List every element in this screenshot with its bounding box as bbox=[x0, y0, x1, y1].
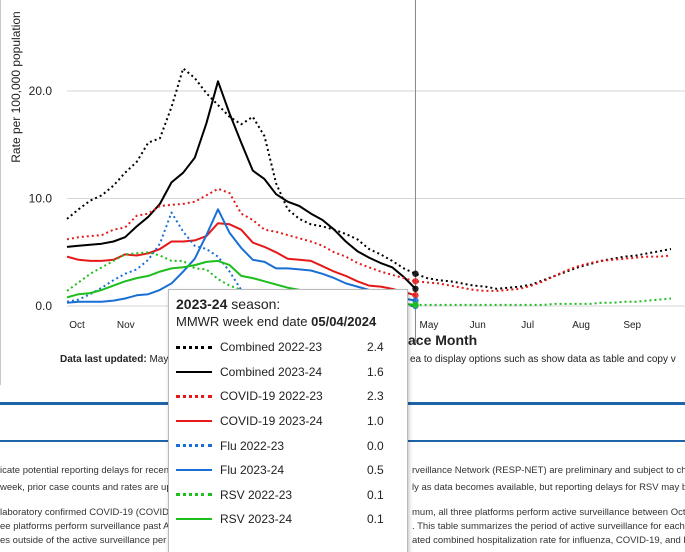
note-line-2-right: ly as data becomes available, but report… bbox=[412, 482, 685, 493]
y-axis-ticks: 0.0 10.0 20.0 bbox=[29, 84, 53, 313]
chart-options-hint: ea to display options such as show data … bbox=[410, 354, 676, 365]
series-line-rsv-2022-23 bbox=[66, 251, 672, 306]
tooltip-season-suffix: season: bbox=[231, 296, 281, 312]
note-line-5-right: ated combined hospitalization rate for i… bbox=[412, 535, 685, 546]
tooltip-series-name: RSV 2022-23 bbox=[220, 487, 293, 502]
gridlines bbox=[67, 90, 685, 307]
note-line-4-right: . This table summarizes the period of ac… bbox=[412, 521, 685, 532]
legend-swatch bbox=[176, 469, 212, 472]
tooltip-series-name: Flu 2023-24 bbox=[220, 463, 285, 478]
series-lines bbox=[66, 67, 672, 307]
last-updated-value: May bbox=[149, 354, 169, 365]
x-tick-label: Jul bbox=[521, 320, 534, 331]
legend-swatch bbox=[176, 444, 212, 448]
series-line-covid-19-2023-24 bbox=[66, 222, 416, 297]
note-line-3-left: laboratory confirmed COVID-19 (COVID bbox=[0, 507, 169, 518]
series-line-combined-2022-23 bbox=[66, 67, 672, 290]
hover-marker-combined-2023-24 bbox=[412, 285, 419, 292]
tooltip-series-value: 2.3 bbox=[367, 389, 384, 404]
tooltip-series-name: COVID-19 2022-23 bbox=[220, 389, 323, 404]
hover-marker-combined-2022-23 bbox=[412, 270, 419, 277]
tooltip-series-name: Flu 2022-23 bbox=[220, 438, 285, 453]
note-line-1-left: icate potential reporting delays for rec… bbox=[0, 465, 169, 476]
x-tick-label: Nov bbox=[117, 320, 135, 331]
tooltip-series-value: 0.1 bbox=[367, 487, 384, 502]
y-tick-label: 10.0 bbox=[29, 192, 53, 206]
note-line-4-left: ee platforms perform surveillance past A… bbox=[0, 521, 175, 532]
note-line-1-right: rveillance Network (RESP-NET) are prelim… bbox=[412, 465, 685, 476]
tooltip-row: Flu 2023-24 0.5 bbox=[176, 458, 399, 483]
series-line-combined-2023-24 bbox=[66, 80, 417, 290]
y-axis-label: Rate per 100,000 population bbox=[9, 11, 23, 163]
tooltip-row: COVID-19 2022-23 2.3 bbox=[176, 384, 399, 409]
x-tick-label: Oct bbox=[69, 320, 85, 331]
hover-marker-covid-19-2023-24 bbox=[412, 292, 419, 299]
legend-swatch bbox=[176, 493, 212, 497]
tooltip-series-name: Combined 2023-24 bbox=[220, 364, 323, 379]
tooltip-season: 2023-24 season: bbox=[176, 296, 399, 312]
tooltip-series-value: 0.1 bbox=[367, 512, 384, 527]
note-line-3-right: mum, all three platforms perform active … bbox=[412, 507, 685, 518]
tooltip-row: RSV 2022-23 0.1 bbox=[176, 483, 399, 508]
tooltip-season-value: 2023-24 bbox=[176, 296, 228, 312]
tooltip-row: COVID-19 2023-24 1.0 bbox=[176, 409, 399, 434]
x-tick-label: Jun bbox=[470, 320, 486, 331]
legend-swatch bbox=[176, 345, 212, 349]
series-line-covid-19-2022-23 bbox=[66, 187, 672, 292]
x-axis-title: ace Month bbox=[408, 332, 478, 348]
tooltip-series-value: 0.5 bbox=[367, 463, 384, 478]
y-tick-label: 20.0 bbox=[29, 84, 53, 98]
hover-markers bbox=[412, 270, 419, 310]
hover-marker-covid-19-2022-23 bbox=[412, 278, 419, 285]
tooltip-series-value: 2.4 bbox=[367, 340, 384, 355]
tooltip-rows: Combined 2022-23 2.4 Combined 2023-24 1.6 CO… bbox=[176, 335, 399, 532]
x-tick-label: Aug bbox=[572, 320, 590, 331]
last-updated-label: Data last updated: bbox=[60, 354, 147, 365]
tooltip-series-name: RSV 2023-24 bbox=[220, 512, 293, 527]
tooltip-series-value: 1.0 bbox=[367, 414, 384, 429]
tooltip-row: Combined 2023-24 1.6 bbox=[176, 360, 399, 385]
note-line-5-left: es outside of the active surveillance pe… bbox=[0, 535, 167, 546]
tooltip-row: Flu 2022-23 0.0 bbox=[176, 433, 399, 458]
x-tick-label: May bbox=[419, 320, 438, 331]
tooltip-series-name: Combined 2022-23 bbox=[220, 340, 323, 355]
legend-swatch bbox=[176, 370, 212, 373]
tooltip-series-value: 0.0 bbox=[367, 438, 384, 453]
tooltip-week-date: 05/04/2024 bbox=[311, 314, 377, 329]
legend-swatch bbox=[176, 420, 212, 423]
hover-marker-rsv-2023-24 bbox=[412, 301, 419, 309]
x-tick-label: Sep bbox=[623, 320, 641, 331]
chart-tooltip: 2023-24 season: MMWR week end date 05/04… bbox=[168, 289, 408, 552]
tooltip-series-value: 1.6 bbox=[367, 364, 384, 379]
legend-swatch bbox=[176, 394, 212, 398]
tooltip-series-name: COVID-19 2023-24 bbox=[220, 414, 323, 429]
y-tick-label: 0.0 bbox=[35, 299, 52, 313]
tooltip-row: RSV 2023-24 0.1 bbox=[176, 507, 399, 532]
tooltip-week-label: MMWR week end date bbox=[176, 314, 308, 329]
data-last-updated: Data last updated: May bbox=[60, 354, 168, 365]
tooltip-week: MMWR week end date 05/04/2024 bbox=[176, 314, 399, 329]
note-line-2-left: week, prior case counts and rates are up bbox=[0, 482, 172, 493]
panel-left-border bbox=[0, 0, 1, 385]
tooltip-row: Combined 2022-23 2.4 bbox=[176, 335, 399, 360]
legend-swatch bbox=[176, 518, 212, 521]
series-line-flu-2023-24 bbox=[66, 208, 416, 304]
